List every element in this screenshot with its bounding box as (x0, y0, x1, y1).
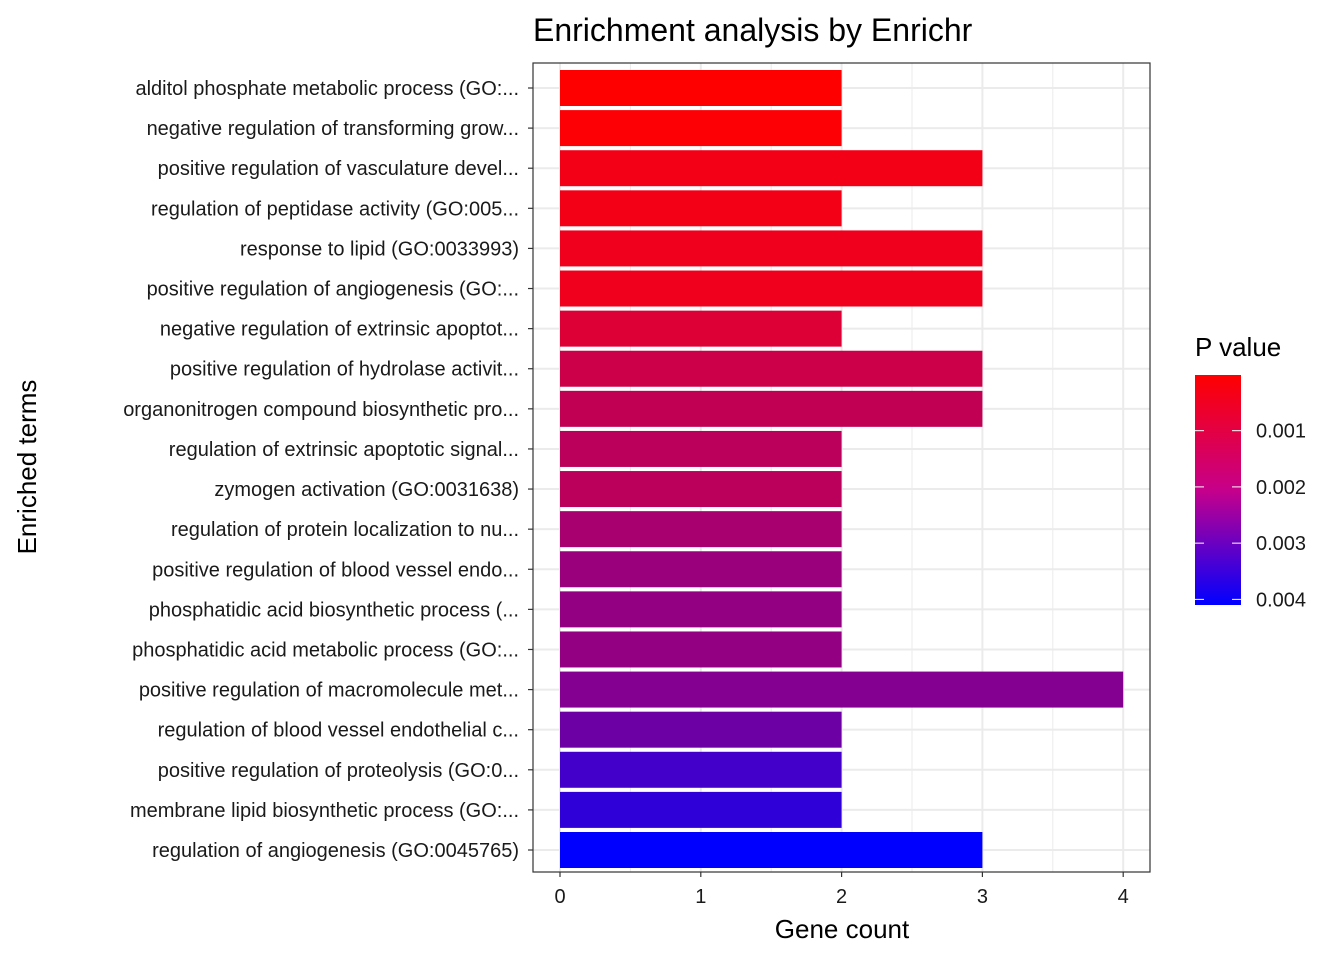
legend: P value 0.001 0.002 0.003 0.004 (1195, 332, 1306, 611)
legend-tick-label: 0.004 (1256, 589, 1306, 611)
x-tick-label: 2 (836, 886, 847, 908)
bar (560, 631, 842, 668)
y-tick-label: positive regulation of macromolecule met… (139, 680, 519, 702)
bar (560, 310, 842, 347)
y-tick-label: positive regulation of hydrolase activit… (170, 359, 519, 381)
x-axis-title: Gene count (775, 914, 910, 944)
x-tick-label: 4 (1118, 886, 1129, 908)
bar (560, 230, 983, 267)
bar (560, 591, 842, 628)
x-axis-ticks: 0 1 2 3 4 (554, 872, 1129, 908)
y-tick-label: negative regulation of transforming grow… (147, 118, 519, 140)
y-tick-label: membrane lipid biosynthetic process (GO:… (130, 800, 519, 822)
bar (560, 110, 842, 147)
y-tick-label: negative regulation of extrinsic apoptot… (160, 319, 519, 341)
x-tick-label: 1 (695, 886, 706, 908)
bar (560, 270, 983, 307)
x-tick-label: 0 (554, 886, 565, 908)
bar (560, 832, 983, 868)
bar (560, 471, 842, 508)
y-tick-label: regulation of protein localization to nu… (171, 519, 519, 541)
y-tick-label: positive regulation of blood vessel endo… (152, 559, 519, 581)
bar (560, 350, 983, 387)
legend-ticks: 0.001 0.002 0.003 0.004 (1195, 421, 1306, 611)
legend-tick-label: 0.001 (1256, 421, 1306, 443)
y-tick-label: organonitrogen compound biosynthetic pro… (123, 399, 519, 421)
bar (560, 390, 983, 427)
y-tick-label: response to lipid (GO:0033993) (240, 238, 519, 260)
bar (560, 551, 842, 588)
y-tick-label: positive regulation of angiogenesis (GO:… (147, 279, 519, 301)
bar (560, 791, 842, 828)
chart-title: Enrichment analysis by Enrichr (533, 12, 973, 48)
legend-colorbar (1195, 375, 1241, 605)
y-tick-label: phosphatidic acid biosynthetic process (… (149, 599, 519, 621)
bar (560, 671, 1124, 708)
y-tick-label: regulation of blood vessel endothelial c… (158, 720, 519, 742)
bar (560, 511, 842, 548)
bar (560, 430, 842, 467)
y-axis-title: Enriched terms (12, 380, 42, 555)
y-tick-label: phosphatidic acid metabolic process (GO:… (132, 639, 519, 661)
bar (560, 190, 842, 227)
bar (560, 150, 983, 187)
bar (560, 70, 842, 106)
y-axis-ticks: alditol phosphate metabolic process (GO:… (123, 78, 533, 862)
y-tick-label: regulation of angiogenesis (GO:0045765) (152, 840, 519, 862)
legend-tick-label: 0.003 (1256, 533, 1306, 555)
x-tick-label: 3 (977, 886, 988, 908)
y-tick-label: zymogen activation (GO:0031638) (214, 479, 519, 501)
y-tick-label: regulation of peptidase activity (GO:005… (151, 198, 519, 220)
legend-title: P value (1195, 332, 1281, 362)
y-tick-label: positive regulation of proteolysis (GO:0… (158, 760, 519, 782)
bar (560, 711, 842, 748)
y-tick-label: alditol phosphate metabolic process (GO:… (135, 78, 519, 100)
y-tick-label: regulation of extrinsic apoptotic signal… (169, 439, 519, 461)
y-tick-label: positive regulation of vasculature devel… (158, 158, 519, 180)
bars-group (560, 70, 1124, 868)
legend-tick-label: 0.002 (1256, 477, 1306, 499)
bar (560, 751, 842, 788)
